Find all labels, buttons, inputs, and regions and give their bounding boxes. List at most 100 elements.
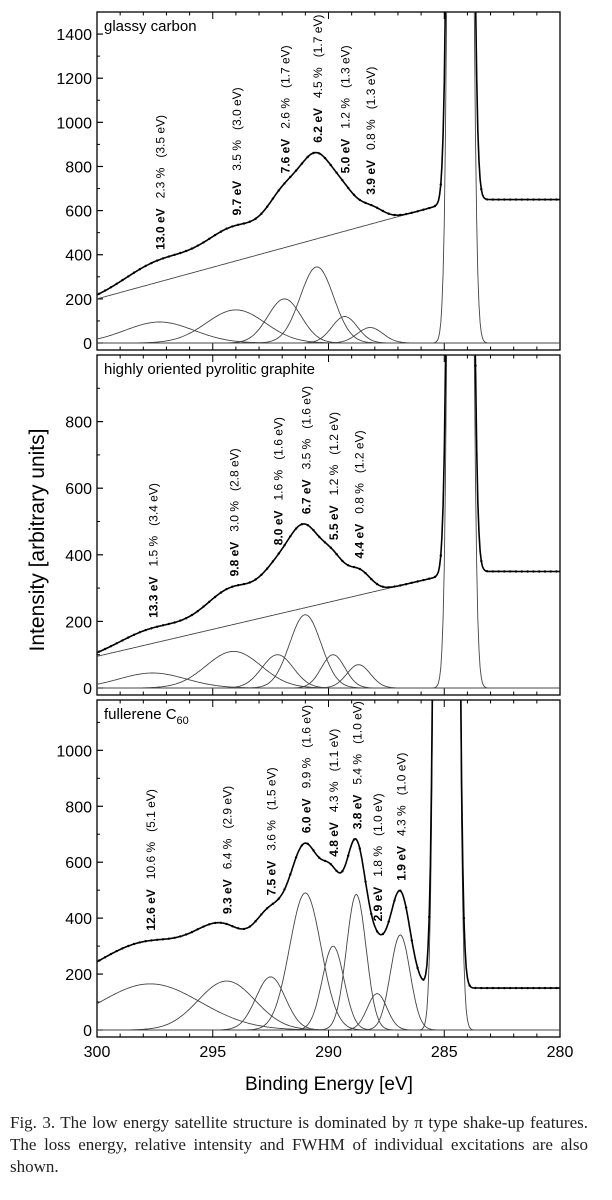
data-point <box>526 986 529 990</box>
y-tick-label: 400 <box>65 248 92 265</box>
data-point <box>532 986 535 990</box>
data-point <box>318 856 321 859</box>
peak-percent: 6.4 % <box>221 838 235 869</box>
peak-loss-energy: 7.6 eV 2.6 % (1.7 eV) <box>279 45 293 173</box>
data-point <box>300 844 304 847</box>
data-point <box>213 595 217 599</box>
data-point <box>283 544 286 547</box>
data-point <box>144 264 147 268</box>
component-peak <box>97 309 560 344</box>
data-point <box>248 925 251 928</box>
peak-loss-value: 12.6 eV <box>144 889 158 930</box>
curves-group <box>97 633 560 1031</box>
y-tick-label: 800 <box>65 159 92 176</box>
x-tick-label: 280 <box>547 1044 574 1061</box>
data-point <box>555 570 558 573</box>
data-point <box>156 938 159 941</box>
peak-annotation: 13.3 eV 1.5 % (3.4 eV) <box>147 483 161 618</box>
y-tick-label: 0 <box>83 1023 92 1040</box>
data-point <box>219 921 223 924</box>
data-point <box>121 639 124 642</box>
peak-loss-energy: 6.7 eV 3.5 % (1.6 eV) <box>299 386 313 514</box>
peak-fwhm: (1.6 eV) <box>299 386 313 429</box>
data-point <box>196 610 199 613</box>
data-point <box>457 287 459 289</box>
peak-percent: 4.3 % <box>327 781 341 812</box>
data-point <box>242 927 246 931</box>
peak-loss-value: 3.8 eV <box>350 795 364 830</box>
data-point <box>434 633 436 635</box>
data-point <box>514 986 518 990</box>
data-point <box>138 268 141 271</box>
data-point <box>399 889 402 892</box>
y-tick-label: 200 <box>65 292 92 309</box>
data-point <box>231 585 234 588</box>
data-point <box>416 966 419 970</box>
data-point <box>341 559 344 563</box>
data-point <box>440 633 442 635</box>
data-point <box>387 212 390 215</box>
peak-annotation: 9.3 eV 6.4 % (2.9 eV) <box>221 786 235 914</box>
peak-annotation: 6.2 eV 4.5 % (1.7 eV) <box>311 15 325 143</box>
data-point <box>364 880 367 883</box>
data-point <box>549 570 552 573</box>
data-point <box>468 984 471 987</box>
data-point <box>497 570 500 573</box>
data-point <box>266 205 269 208</box>
data-point <box>370 577 373 581</box>
data-point <box>271 560 275 563</box>
data-point <box>439 554 442 557</box>
data-point <box>491 986 495 990</box>
data-point <box>491 198 495 201</box>
data-point <box>208 237 211 240</box>
data-point <box>98 650 101 653</box>
data-point <box>341 870 344 873</box>
peak-annotation: 6.7 eV 3.5 % (1.6 eV) <box>299 386 313 514</box>
data-point <box>260 212 263 215</box>
data-point <box>242 582 246 586</box>
data-point <box>549 986 552 990</box>
data-point <box>237 223 240 226</box>
peak-annotation: 5.0 eV 1.2 % (1.3 eV) <box>339 45 353 173</box>
data-point <box>138 941 141 944</box>
data-point <box>509 570 512 573</box>
data-point <box>428 206 431 210</box>
data-point <box>213 921 217 925</box>
data-point <box>190 930 194 934</box>
peak-annotation: 4.4 eV 0.8 % (1.2 eV) <box>353 430 367 558</box>
data-point <box>254 217 257 220</box>
y-tick-label: 1000 <box>56 115 92 132</box>
peak-percent: 4.3 % <box>394 805 408 836</box>
data-point <box>462 917 466 920</box>
data-point <box>294 527 298 530</box>
peak-annotation: 3.8 eV 5.4 % (1.0 eV) <box>350 701 364 829</box>
data-point <box>161 938 165 941</box>
data-point <box>514 570 518 573</box>
data-point <box>98 959 101 962</box>
data-point <box>248 581 251 584</box>
data-point <box>364 572 367 575</box>
data-point <box>294 856 298 859</box>
peak-percent: 1.2 % <box>327 464 341 495</box>
peak-loss-value: 9.7 eV <box>230 181 244 216</box>
data-point <box>312 529 315 532</box>
data-point <box>422 978 425 981</box>
data-point <box>167 937 170 940</box>
peak-loss-value: 1.9 eV <box>394 846 408 881</box>
y-tick-label: 0 <box>83 681 92 698</box>
data-point <box>254 578 257 581</box>
component-peak <box>97 893 560 1031</box>
peak-loss-value: 4.4 eV <box>353 524 367 559</box>
peak-annotation: 8.0 eV 1.6 % (1.6 eV) <box>272 417 286 545</box>
peak-loss-energy: 12.6 eV 10.6 % (5.1 eV) <box>144 789 158 930</box>
data-point <box>138 631 141 634</box>
data-point <box>503 198 506 201</box>
peak-loss-value: 8.0 eV <box>272 510 286 545</box>
data-point <box>404 906 408 909</box>
data-point <box>410 211 413 214</box>
peak-fwhm: (1.6 eV) <box>272 417 286 460</box>
data-point <box>242 222 246 225</box>
peak-loss-value: 3.9 eV <box>364 160 378 195</box>
peak-percent: 4.5 % <box>311 67 325 98</box>
